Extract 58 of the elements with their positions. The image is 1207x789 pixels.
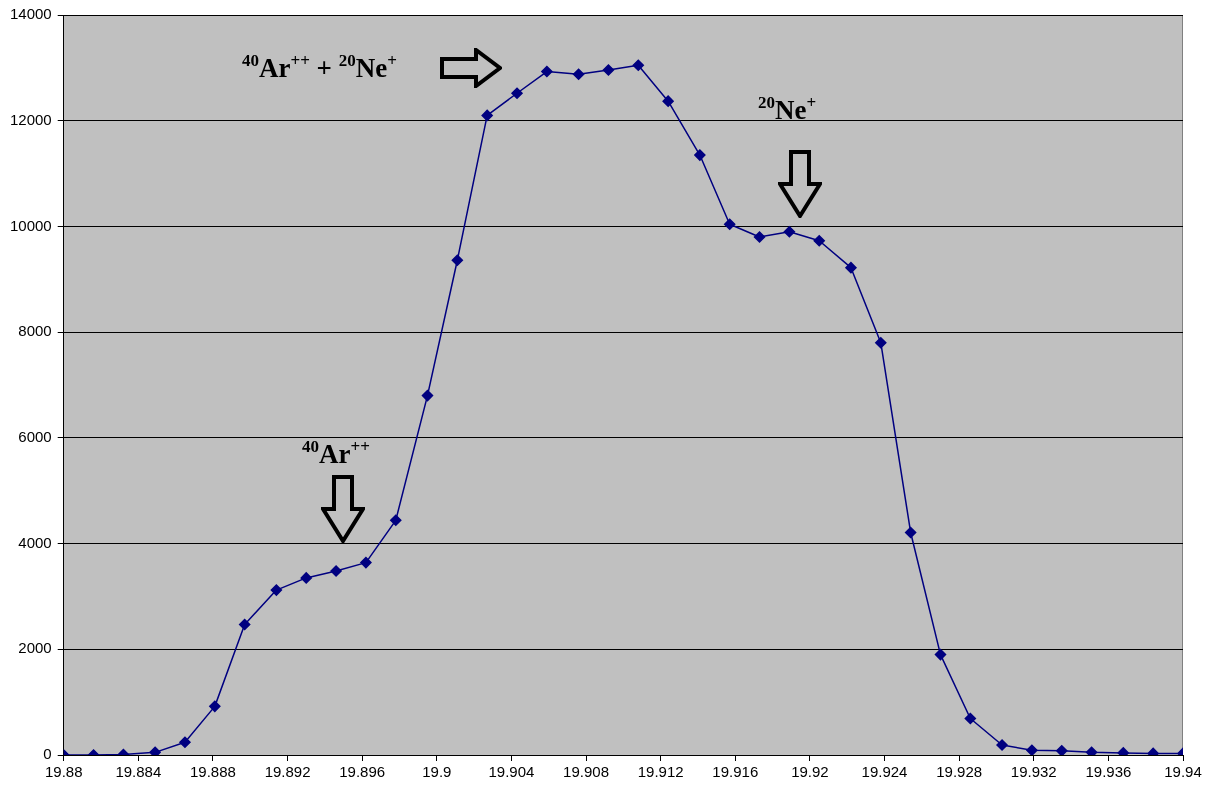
y-tick-label: 6000 — [18, 428, 52, 445]
point — [390, 514, 402, 527]
x-tick-label: 19.936 — [1085, 763, 1132, 781]
point — [996, 739, 1008, 751]
point — [330, 565, 342, 577]
x-tick-label: 19.888 — [190, 763, 236, 781]
x-tick-label: 19.892 — [264, 763, 311, 781]
point — [360, 556, 372, 569]
point — [451, 254, 464, 267]
x-tick-label: 19.94 — [1164, 763, 1202, 781]
point — [875, 336, 887, 349]
x-tick-label: 19.912 — [637, 763, 684, 781]
y-tick-label: 0 — [43, 745, 52, 763]
x-tick-label: 19.896 — [339, 763, 386, 781]
point — [602, 64, 615, 76]
point — [904, 526, 917, 539]
x-tick-label: 19.92 — [791, 763, 829, 781]
point — [845, 261, 857, 274]
point — [723, 218, 736, 231]
x-tick-label: 19.924 — [861, 763, 908, 781]
point — [149, 746, 161, 755]
y-tick-label: 4000 — [18, 533, 52, 551]
annotation: $^{20}$Ne$^{+}$ — [758, 93, 817, 125]
point — [179, 736, 191, 749]
annotation: $^{40}$Ar$^{++}$ + $^{20}$Ne$^{+}$ — [242, 51, 397, 83]
x-tick-label: 19.88 — [44, 763, 83, 781]
x-tick-label: 19.932 — [1010, 763, 1057, 781]
point — [813, 234, 825, 247]
point — [421, 389, 434, 402]
point — [632, 59, 645, 71]
point — [238, 618, 251, 631]
y-tick-label: 12000 — [9, 110, 52, 128]
point — [270, 584, 283, 596]
x-tick-label: 19.928 — [936, 763, 983, 781]
y-tick-label: 8000 — [18, 322, 52, 340]
point — [934, 648, 947, 661]
point — [662, 95, 674, 107]
y-tick-label: 10000 — [9, 216, 52, 234]
annotation: $^{40}$Ar$^{++}$ — [302, 437, 370, 469]
y-tick-label: 2000 — [18, 639, 52, 657]
point — [1026, 744, 1038, 755]
y-tick-label: 14000 — [9, 5, 52, 23]
x-tick-label: 19.884 — [115, 763, 162, 781]
point — [1055, 745, 1068, 755]
point — [964, 712, 977, 725]
x-tick-label: 19.904 — [488, 763, 535, 781]
point — [694, 149, 706, 161]
x-tick-label: 19.908 — [563, 763, 609, 781]
point — [572, 68, 585, 80]
x-tick-label: 19.916 — [712, 763, 759, 781]
x-tick-label: 19.9 — [422, 763, 452, 781]
point — [753, 231, 766, 243]
point — [783, 225, 796, 238]
point — [209, 700, 221, 713]
point — [541, 65, 553, 78]
point — [511, 87, 523, 99]
point — [300, 572, 312, 584]
point — [481, 109, 493, 122]
